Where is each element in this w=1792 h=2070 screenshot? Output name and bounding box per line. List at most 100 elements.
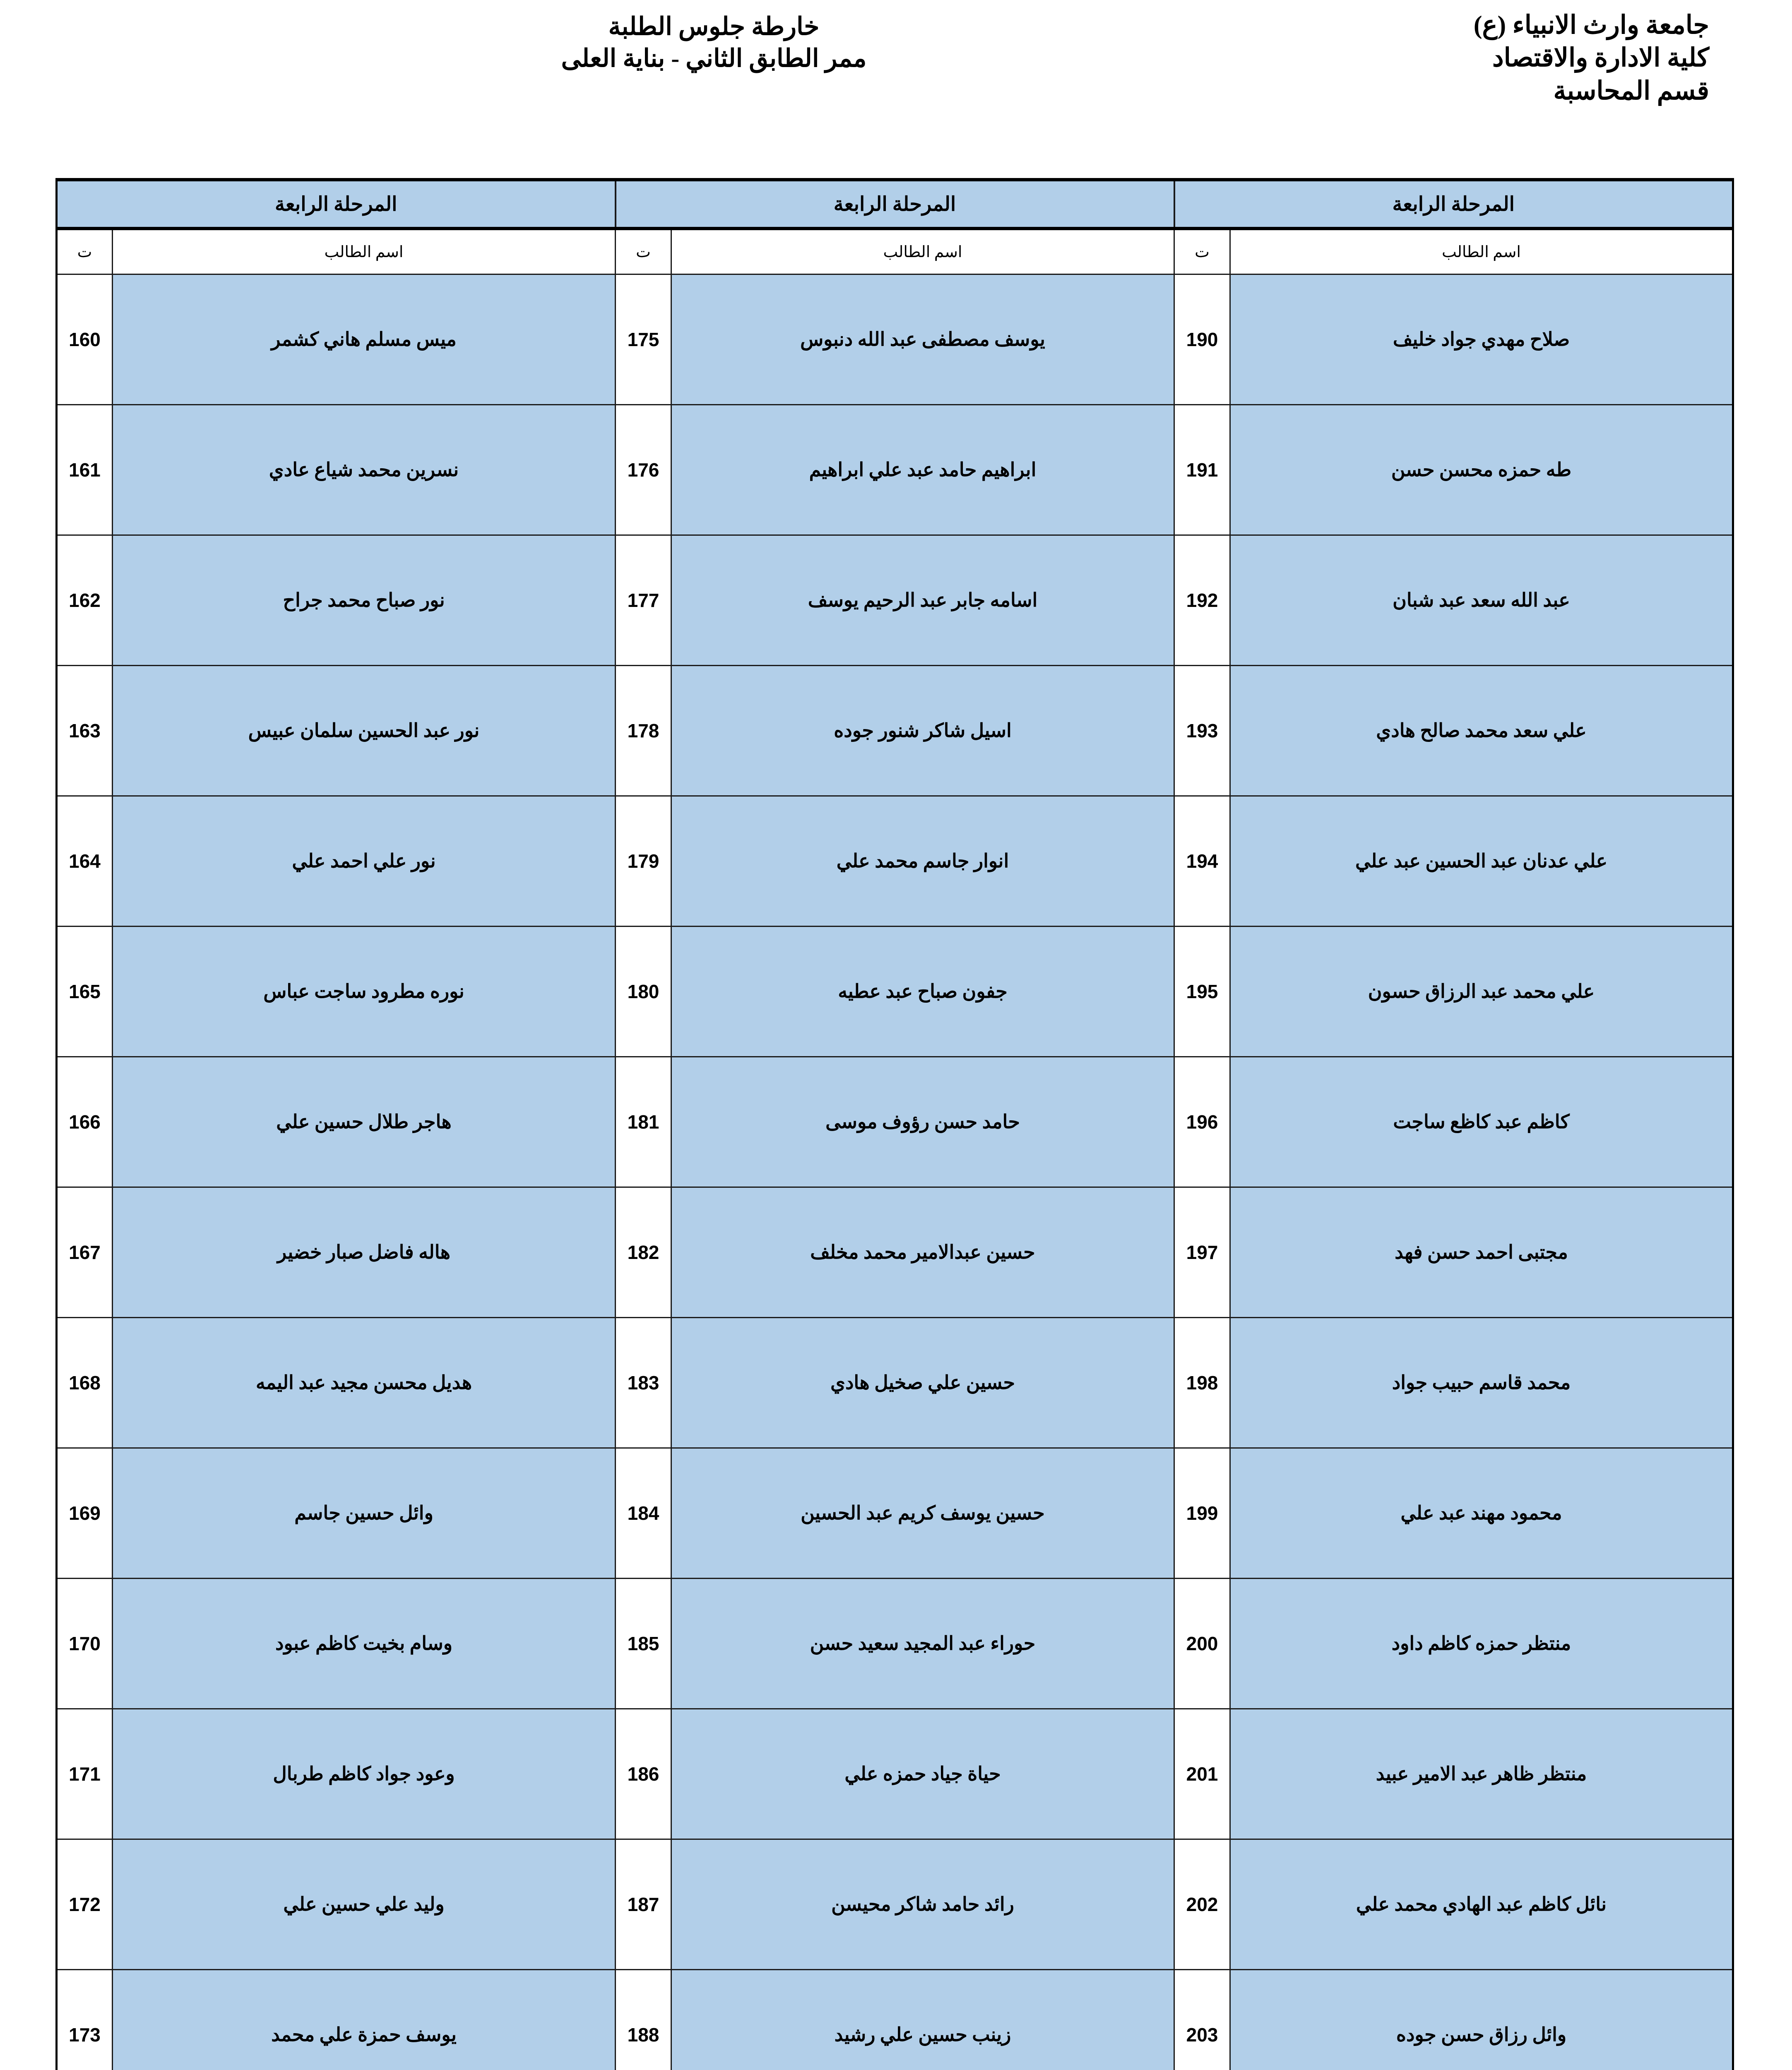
table-row: طه حمزه محسن حسن 191 ابراهيم حامد عبد علي … [56, 404, 1734, 536]
student-name-cell: محمود مهند عبد علي [1229, 1447, 1734, 1579]
student-number-cell: 187 [615, 1838, 672, 1970]
student-name-cell: نور عبد الحسين سلمان عبيس [112, 664, 616, 797]
table-row: محمد قاسم حبيب جواد 198 حسين علي صخيل هادي… [56, 1317, 1734, 1449]
student-number-cell: 199 [1174, 1447, 1231, 1579]
column-label-num-right: ت [56, 228, 113, 275]
student-number-cell: 188 [615, 1969, 672, 2070]
student-number-cell: 185 [615, 1577, 672, 1709]
student-number-cell: 162 [56, 534, 113, 666]
table-row: علي عدنان عبد الحسين عبد علي 194 انوار جاس… [56, 795, 1734, 927]
seating-table-wrapper: المرحلة الرابعة المرحلة الرابعة المرحلة … [0, 178, 1792, 2070]
document-header: جامعة وارث الانبياء (ع) كلية الادارة وال… [0, 0, 1792, 178]
student-number-cell: 173 [56, 1969, 113, 2070]
student-number-cell: 197 [1174, 1186, 1231, 1318]
student-name-cell: صلاح مهدي جواد خليف [1229, 273, 1734, 405]
department-name: قسم المحاسبة [1553, 77, 1709, 105]
seating-table: المرحلة الرابعة المرحلة الرابعة المرحلة … [55, 178, 1734, 2070]
student-number-cell: 170 [56, 1577, 113, 1709]
table-row: علي محمد عبد الرزاق حسون 195 جفون صباح عبد… [56, 925, 1734, 1057]
student-name-cell: يوسف مصطفى عبد الله دنبوس [671, 273, 1175, 405]
student-name-cell: جفون صباح عبد عطيه [671, 925, 1175, 1057]
table-row: منتظر ظاهر عبد الامير عبيد 201 حياة جياد ح… [56, 1708, 1734, 1840]
student-number-cell: 203 [1174, 1969, 1231, 2070]
student-number-cell: 163 [56, 664, 113, 797]
student-number-cell: 180 [615, 925, 672, 1057]
student-number-cell: 178 [615, 664, 672, 797]
student-number-cell: 161 [56, 404, 113, 536]
student-name-cell: وسام بخيت كاظم عبود [112, 1577, 616, 1709]
table-row: مجتبى احمد حسن فهد 197 حسين عبدالامير محمد… [56, 1186, 1734, 1318]
student-number-cell: 176 [615, 404, 672, 536]
table-row: وائل رزاق حسن جوده 203 زينب حسين علي رشيد 1… [56, 1969, 1734, 2070]
column-label-row: اسم الطالب ت اسم الطالب ت اسم الطالب ت [56, 228, 1734, 275]
student-number-cell: 202 [1174, 1838, 1231, 1970]
column-label-num-middle: ت [615, 228, 672, 275]
document-title: خارطة جلوس الطلبة ممر الطابق الثاني - بن… [290, 9, 1163, 75]
student-number-cell: 194 [1174, 795, 1231, 927]
student-name-cell: اسيل شاكر شنور جوده [671, 664, 1175, 797]
student-name-cell: منتظر ظاهر عبد الامير عبيد [1229, 1708, 1734, 1840]
college-name: كلية الادارة والاقتصاد [1492, 44, 1709, 72]
student-number-cell: 181 [615, 1056, 672, 1188]
column-label-name-left: اسم الطالب [1229, 228, 1734, 275]
student-name-cell: منتظر حمزه كاظم داود [1229, 1577, 1734, 1709]
student-name-cell: اسامه جابر عبد الرحيم يوسف [671, 534, 1175, 666]
student-name-cell: حسين يوسف كريم عبد الحسين [671, 1447, 1175, 1579]
stage-header-row: المرحلة الرابعة المرحلة الرابعة المرحلة … [55, 178, 1734, 230]
student-name-cell: نسرين محمد شياع عادي [112, 404, 616, 536]
student-name-cell: علي محمد عبد الرزاق حسون [1229, 925, 1734, 1057]
table-row: نائل كاظم عبد الهادي محمد علي 202 رائد حام… [56, 1838, 1734, 1970]
student-name-cell: محمد قاسم حبيب جواد [1229, 1317, 1734, 1449]
student-number-cell: 193 [1174, 664, 1231, 797]
student-name-cell: حامد حسن رؤوف موسى [671, 1056, 1175, 1188]
student-name-cell: علي سعد محمد صالح هادي [1229, 664, 1734, 797]
student-number-cell: 191 [1174, 404, 1231, 536]
student-number-cell: 198 [1174, 1317, 1231, 1449]
student-number-cell: 175 [615, 273, 672, 405]
student-name-cell: حسين علي صخيل هادي [671, 1317, 1175, 1449]
student-number-cell: 184 [615, 1447, 672, 1579]
student-number-cell: 177 [615, 534, 672, 666]
student-name-cell: وعود جواد كاظم طربال [112, 1708, 616, 1840]
student-number-cell: 166 [56, 1056, 113, 1188]
student-number-cell: 186 [615, 1708, 672, 1840]
table-body: صلاح مهدي جواد خليف 190 يوسف مصطفى عبد الل… [56, 273, 1734, 2070]
student-name-cell: حياة جياد حمزه علي [671, 1708, 1175, 1840]
university-name: جامعة وارث الانبياء (ع) [1473, 11, 1709, 39]
table-row: محمود مهند عبد علي 199 حسين يوسف كريم عبد … [56, 1447, 1734, 1579]
table-row: كاظم عبد كاظع ساجت 196 حامد حسن رؤوف موسى 1… [56, 1056, 1734, 1188]
student-number-cell: 167 [56, 1186, 113, 1318]
table-row: عبد الله سعد عبد شبان 192 اسامه جابر عبد ا… [56, 534, 1734, 666]
student-name-cell: هديل محسن مجيد عبد اليمه [112, 1317, 616, 1449]
column-label-name-middle: اسم الطالب [671, 228, 1175, 275]
student-name-cell: وائل رزاق حسن جوده [1229, 1969, 1734, 2070]
student-number-cell: 169 [56, 1447, 113, 1579]
page-subtitle: ممر الطابق الثاني - بناية العلى [561, 44, 867, 72]
student-name-cell: ميس مسلم هاني كشمر [112, 273, 616, 405]
student-name-cell: هاله فاضل صبار خضير [112, 1186, 616, 1318]
student-number-cell: 190 [1174, 273, 1231, 405]
stage-header-left: المرحلة الرابعة [1173, 178, 1734, 230]
student-number-cell: 195 [1174, 925, 1231, 1057]
student-number-cell: 179 [615, 795, 672, 927]
student-name-cell: وائل حسين جاسم [112, 1447, 616, 1579]
student-name-cell: وليد علي حسين علي [112, 1838, 616, 1970]
student-name-cell: نوره مطرود ساجت عباس [112, 925, 616, 1057]
student-number-cell: 160 [56, 273, 113, 405]
table-row: علي سعد محمد صالح هادي 193 اسيل شاكر شنور … [56, 664, 1734, 797]
column-label-num-left: ت [1174, 228, 1231, 275]
student-number-cell: 201 [1174, 1708, 1231, 1840]
table-head: المرحلة الرابعة المرحلة الرابعة المرحلة … [55, 178, 1734, 275]
student-name-cell: نور صباح محمد جراح [112, 534, 616, 666]
student-name-cell: حوراء عبد المجيد سعيد حسن [671, 1577, 1175, 1709]
student-number-cell: 164 [56, 795, 113, 927]
student-name-cell: طه حمزه محسن حسن [1229, 404, 1734, 536]
student-number-cell: 196 [1174, 1056, 1231, 1188]
student-number-cell: 165 [56, 925, 113, 1057]
student-number-cell: 192 [1174, 534, 1231, 666]
student-number-cell: 168 [56, 1317, 113, 1449]
student-name-cell: يوسف حمزة علي محمد [112, 1969, 616, 2070]
student-number-cell: 182 [615, 1186, 672, 1318]
student-number-cell: 172 [56, 1838, 113, 1970]
